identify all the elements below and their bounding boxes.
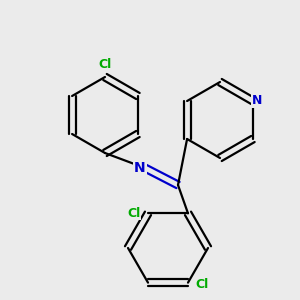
Text: Cl: Cl — [98, 58, 112, 71]
Text: N: N — [252, 94, 262, 107]
Text: Cl: Cl — [128, 207, 141, 220]
Text: Cl: Cl — [195, 278, 208, 291]
Text: N: N — [134, 161, 146, 175]
